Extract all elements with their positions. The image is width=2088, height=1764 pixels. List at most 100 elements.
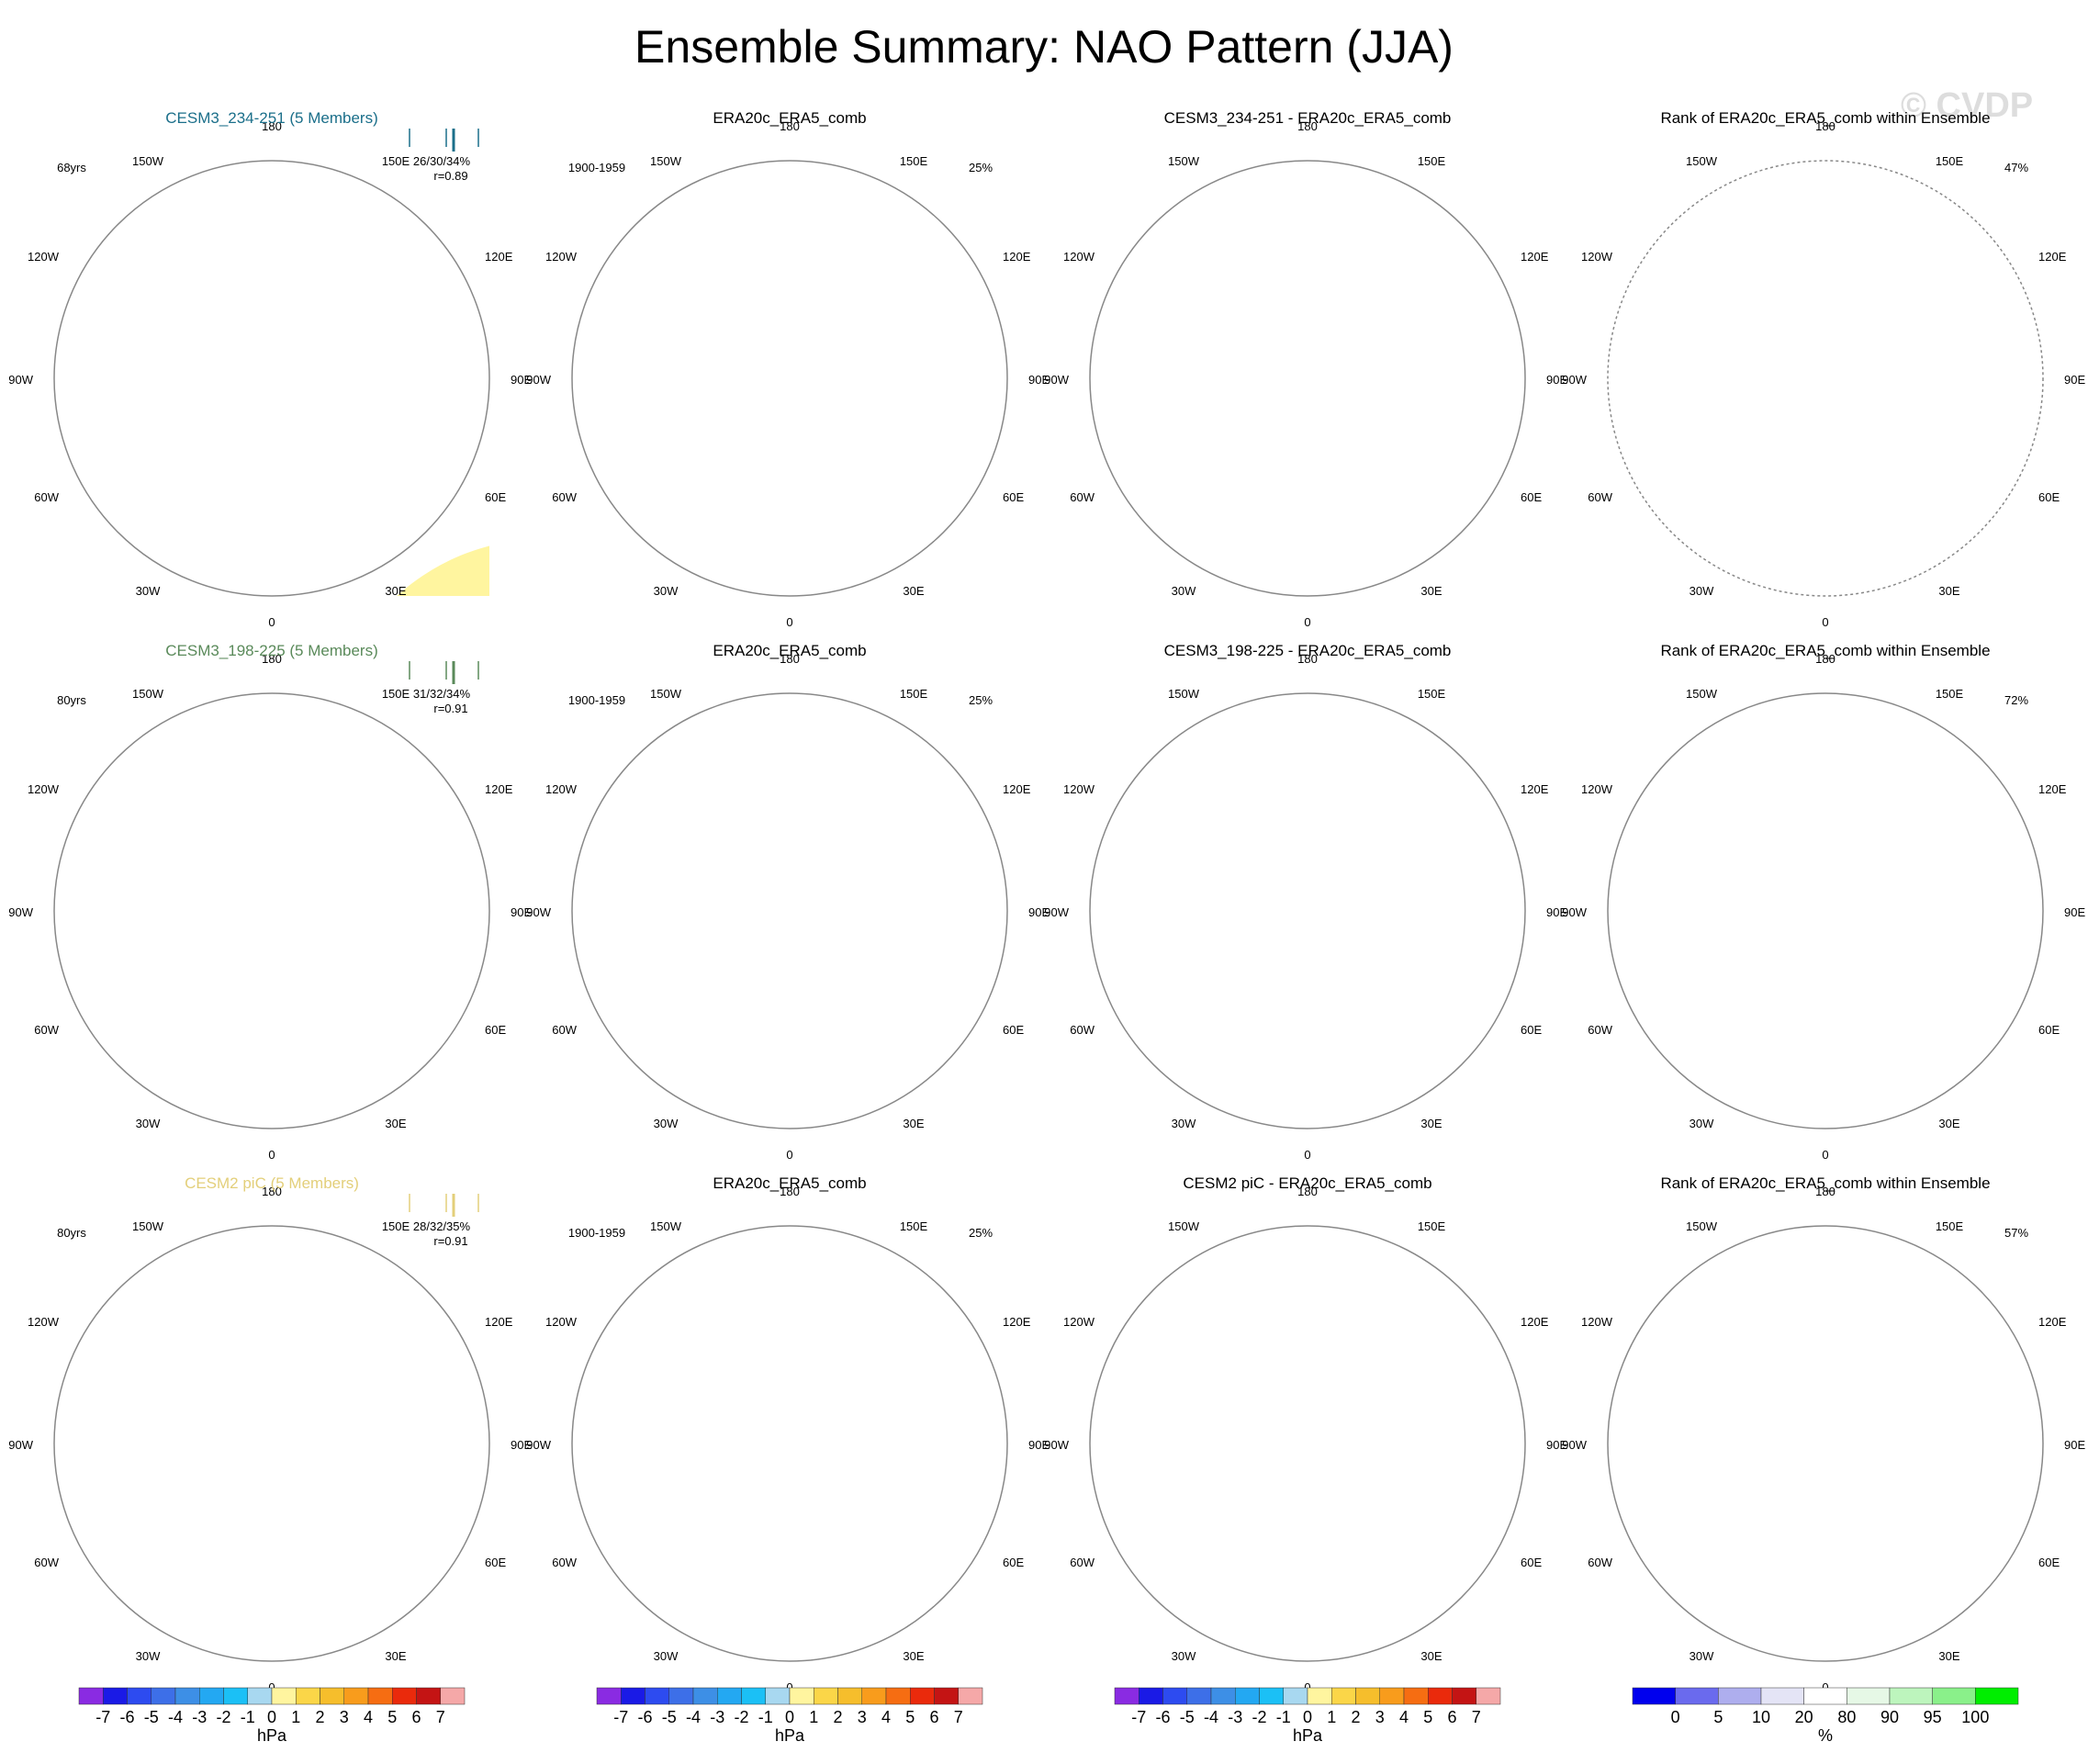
anomaly-core	[753, 1415, 826, 1474]
coastline	[606, 755, 973, 1122]
map-boundary	[1607, 692, 2044, 1129]
positive-anomaly-core	[217, 990, 318, 1031]
rank-percent-label: 57%	[2004, 1226, 2028, 1240]
longitude-label: 120W	[545, 250, 578, 264]
longitude-label: 120W	[545, 782, 578, 796]
longitude-label: 60E	[1521, 1556, 1542, 1569]
longitude-label: 60W	[34, 1023, 59, 1037]
coastline	[326, 539, 456, 590]
pattern-correlation-label: r=0.91	[433, 1234, 467, 1248]
colorbar-box	[296, 1687, 320, 1705]
colorbar-tick-label: -1	[758, 1708, 773, 1726]
colorbar-box	[127, 1687, 152, 1705]
colorbar-box	[271, 1687, 297, 1705]
colorbar-tick-label: -6	[1155, 1708, 1170, 1726]
longitude-label: 90E	[1546, 905, 1567, 919]
longitude-label: 150E	[1418, 1219, 1446, 1233]
colorbar-box	[103, 1687, 128, 1705]
colorbar-tick-label: 3	[1375, 1708, 1385, 1726]
coastline	[88, 755, 455, 1122]
longitude-label: 60W	[1070, 490, 1095, 504]
longitude-label: 30E	[385, 1649, 406, 1663]
coastline	[650, 1388, 946, 1545]
longitude-label: 150W	[132, 154, 164, 168]
longitude-label: 30E	[903, 584, 924, 598]
coastline	[132, 856, 428, 1012]
anomaly-contour-strong	[713, 1365, 837, 1494]
anomaly-core	[235, 882, 309, 941]
panel-title-difference: CESM3_198-225 - ERA20c_ERA5_comb	[1164, 642, 1452, 659]
map-boundary	[571, 1225, 1008, 1662]
coastline	[606, 1287, 973, 1655]
map-panel-diff-1	[1089, 161, 1525, 596]
rank-blue-region	[1752, 1260, 1862, 1333]
colorbar-tick-label: 100	[1961, 1708, 1989, 1726]
coastline	[1124, 1287, 1491, 1655]
anomaly-contour-strong	[195, 833, 320, 961]
longitude-label: 60W	[34, 490, 59, 504]
colorbar-tick-label: 3	[340, 1708, 349, 1726]
rank-percent-label: 72%	[2004, 693, 2028, 707]
longitude-label: 0	[786, 1148, 792, 1162]
rank-background	[1608, 693, 2043, 1129]
colorbar-tick-label: -4	[1204, 1708, 1218, 1726]
colorbar-box	[789, 1687, 814, 1705]
colorbar-tick-label: -5	[1180, 1708, 1195, 1726]
obs-period-label: 1900-1959	[568, 693, 625, 707]
colorbar-unit-label: hPa	[257, 1726, 287, 1745]
colorbar-box	[1331, 1687, 1356, 1705]
colorbar-tick-label: 1	[809, 1708, 818, 1726]
map-boundary	[571, 692, 1008, 1129]
panel-title-model: CESM3_198-225 (5 Members)	[165, 642, 377, 659]
longitude-label: 180	[780, 1185, 800, 1198]
longitude-labels: 180 150E 120E 90E 60E 30E 0 30W 60W 90W 120W 150W	[8, 119, 532, 629]
coastline	[1642, 222, 2009, 590]
coastline	[88, 1287, 455, 1655]
longitude-label: 120W	[28, 1315, 60, 1329]
longitude-label: 180	[1815, 1185, 1835, 1198]
colorbar-tick-label: -3	[710, 1708, 724, 1726]
field-background	[572, 161, 1007, 596]
rank-pale-region	[1715, 1041, 1862, 1106]
longitude-label: 60W	[1588, 490, 1612, 504]
longitude-label: 90W	[8, 905, 33, 919]
field-background	[54, 693, 489, 1129]
longitude-label: 30E	[1420, 584, 1442, 598]
anomaly-contour-mid	[678, 812, 859, 985]
longitude-label: 30W	[654, 584, 679, 598]
longitude-label: 120E	[1521, 250, 1549, 264]
longitude-label: 60E	[2038, 1556, 2060, 1569]
longitude-label: 0	[268, 1148, 275, 1162]
field-background	[326, 539, 489, 596]
colorbar-box	[1114, 1687, 1139, 1705]
map-boundary	[1607, 160, 2044, 597]
rank-blue-region	[1862, 855, 1945, 972]
longitude-label: 120E	[2038, 1315, 2067, 1329]
longitude-label: 60E	[1521, 490, 1542, 504]
colorbar-box	[1803, 1687, 1847, 1705]
map-boundary	[1089, 692, 1526, 1129]
field-background	[54, 1226, 489, 1661]
colorbar-tick-label: 4	[881, 1708, 891, 1726]
longitude-label: 60E	[1003, 1023, 1024, 1037]
colorbar-tick-label: -1	[241, 1708, 255, 1726]
colorbar-tick-label: 90	[1880, 1708, 1899, 1726]
longitude-label: 180	[262, 1185, 282, 1198]
anomaly-contour-mid	[160, 279, 342, 453]
longitude-label: 120E	[485, 1315, 513, 1329]
positive-anomaly-core	[217, 1522, 318, 1564]
longitude-label: 90E	[2064, 373, 2085, 387]
ensemble-spread-marks	[409, 1194, 479, 1217]
longitude-label: 150W	[1686, 1219, 1718, 1233]
colorbar-tick-label: 2	[315, 1708, 324, 1726]
longitude-labels: 180 150E 120E 90E 60E 30E 0 30W 60W 90W 120W 150W	[1562, 119, 2085, 629]
anomaly-contour-mid	[160, 812, 342, 985]
colorbar-tick-label: 3	[858, 1708, 867, 1726]
longitude-label: 90E	[2064, 905, 2085, 919]
longitude-label: 30W	[1172, 1117, 1196, 1130]
colorbar-tick-label: 4	[364, 1708, 373, 1726]
colorbar-box	[1847, 1687, 1891, 1705]
colorbar-box	[1283, 1687, 1308, 1705]
positive-anomaly-core	[735, 1522, 836, 1564]
longitude-label: 90W	[8, 373, 33, 387]
